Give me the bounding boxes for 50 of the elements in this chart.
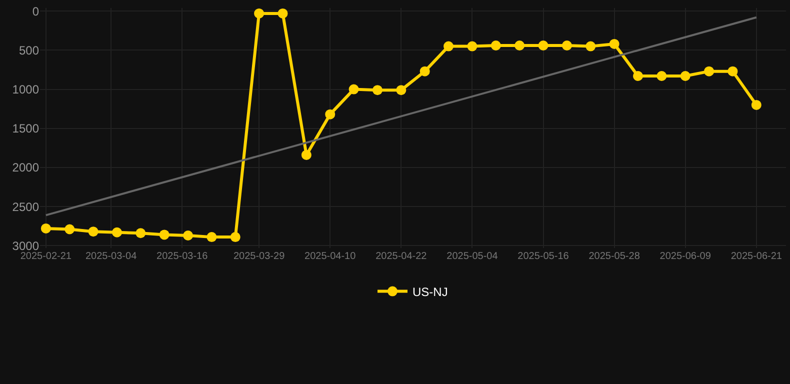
x-tick-label: 2025-05-28 — [588, 251, 640, 262]
y-tick-label: 3000 — [12, 238, 40, 253]
x-tick-label: 2025-05-16 — [518, 251, 570, 262]
point — [254, 8, 264, 18]
x-tick-label: 2025-04-10 — [304, 251, 356, 262]
point — [230, 232, 240, 242]
point — [514, 40, 525, 51]
point — [444, 41, 454, 52]
legend-label: US-NJ — [412, 284, 448, 299]
x-tick-label: 2025-05-04 — [446, 251, 498, 262]
point — [632, 71, 643, 82]
x-tick-label: 2025-04-22 — [376, 251, 428, 262]
point — [278, 8, 288, 18]
point — [420, 66, 430, 76]
y-tick-label: 1500 — [12, 122, 40, 136]
point — [704, 66, 714, 76]
point — [40, 223, 51, 234]
point — [112, 227, 122, 238]
y-tick-label: 0 — [32, 4, 40, 18]
point — [136, 228, 146, 238]
point — [348, 84, 359, 94]
point — [562, 40, 572, 51]
x-tick-label: 2025-06-09 — [660, 251, 712, 262]
point — [301, 150, 312, 160]
point — [159, 230, 170, 240]
point — [538, 40, 548, 51]
point — [64, 224, 75, 234]
point — [325, 109, 336, 120]
y-tick-label: 500 — [18, 43, 40, 58]
point — [467, 41, 478, 52]
y-tick-label: 2500 — [12, 200, 40, 214]
point — [88, 226, 98, 237]
y-tick-label: 1000 — [12, 82, 40, 96]
x-tick-label: 2025-03-29 — [233, 251, 286, 262]
point — [609, 38, 620, 49]
point — [656, 71, 667, 82]
point — [680, 71, 690, 82]
point — [751, 100, 762, 110]
point — [396, 85, 406, 96]
point — [586, 41, 596, 52]
x-tick-label: 2025-06-21 — [730, 251, 782, 262]
x-tick-label: 2025-03-16 — [156, 251, 208, 262]
point — [183, 230, 194, 240]
y-tick-label: 2000 — [12, 160, 40, 175]
point — [372, 85, 382, 96]
x-tick-label: 2025-03-04 — [85, 251, 138, 262]
point — [490, 40, 501, 51]
point — [728, 66, 738, 76]
point — [206, 232, 217, 242]
x-tick-label: 2025-02-21 — [20, 251, 72, 262]
